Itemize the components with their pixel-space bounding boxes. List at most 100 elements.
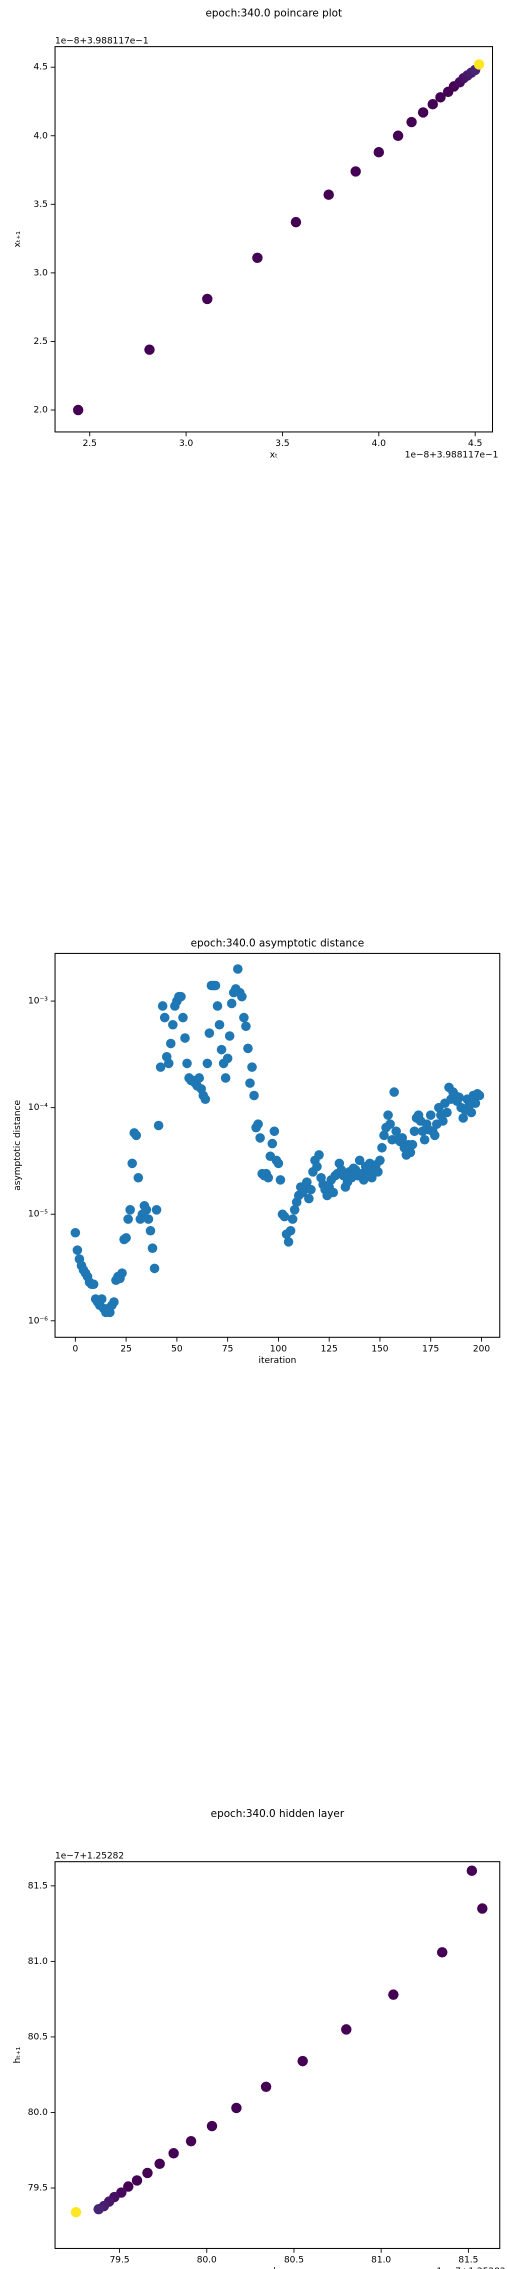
point — [269, 1126, 280, 1137]
x-tick-label: 50 — [171, 1344, 183, 1354]
point — [279, 1211, 290, 1222]
point — [245, 1078, 255, 1088]
point — [429, 1130, 440, 1141]
point — [237, 991, 247, 1002]
point — [289, 1205, 300, 1215]
point — [123, 2181, 134, 2192]
point — [379, 1130, 389, 1141]
point — [427, 99, 438, 110]
x-tick-label: 79.5 — [110, 2256, 130, 2266]
point — [70, 2206, 82, 2218]
point — [180, 1033, 190, 1043]
point — [260, 2081, 272, 2093]
chart-title: epoch:340.0 asymptotic distance — [191, 937, 365, 949]
y-tick-label: 10⁻³ — [28, 997, 48, 1007]
point — [249, 1090, 259, 1101]
plot-background — [55, 46, 493, 432]
point — [389, 1087, 399, 1097]
x-tick-label: 80.0 — [197, 2256, 217, 2266]
point — [151, 1205, 162, 1215]
point — [88, 1279, 99, 1290]
point — [354, 1155, 365, 1166]
point — [117, 1268, 127, 1278]
point — [153, 1120, 164, 1131]
point — [241, 1021, 251, 1032]
point — [154, 2158, 165, 2170]
x-tick-label: 175 — [422, 1344, 439, 1354]
x-tick-label: 200 — [473, 1344, 490, 1354]
point — [178, 1012, 188, 1023]
point — [425, 1110, 436, 1120]
point — [145, 1225, 156, 1236]
point — [109, 1297, 119, 1307]
point — [263, 1172, 274, 1183]
point — [72, 1245, 83, 1255]
point — [157, 1001, 168, 1011]
y-tick-label: 80.5 — [28, 2032, 48, 2042]
point — [168, 2148, 179, 2159]
y-tick-label: 3.5 — [34, 200, 48, 210]
point — [302, 1177, 312, 1187]
point — [233, 964, 243, 974]
point — [222, 1053, 233, 1064]
y-axis-label: xₜ₊₁ — [13, 231, 23, 248]
point — [474, 1090, 485, 1101]
x-axis-label: iteration — [258, 1356, 296, 1366]
y-offset-text: 1e−8+3.988117e−1 — [55, 36, 149, 46]
point — [144, 344, 155, 355]
point — [466, 1865, 478, 1876]
point — [243, 1043, 253, 1054]
point — [204, 1028, 215, 1038]
point — [202, 1058, 213, 1069]
point — [341, 2024, 352, 2035]
point — [168, 1019, 178, 1030]
y-axis-label: asymptotic distance — [13, 1100, 23, 1191]
y-tick-label: 10⁻⁶ — [28, 1316, 48, 1326]
point — [194, 1073, 205, 1083]
point — [220, 1073, 231, 1083]
axes-frame — [54, 46, 494, 433]
point — [287, 1214, 298, 1224]
y-tick-label: 81.5 — [28, 1881, 48, 1891]
point — [70, 1227, 81, 1238]
point — [96, 1294, 107, 1304]
point — [72, 404, 84, 416]
point — [239, 1012, 249, 1023]
point — [224, 1031, 235, 1041]
axes-frame — [54, 952, 501, 1338]
y-tick-label: 3.0 — [34, 268, 49, 278]
x-axis-label: xₜ — [270, 451, 278, 461]
point — [290, 216, 302, 228]
x-tick-label: 125 — [321, 1344, 338, 1354]
point — [314, 1150, 324, 1160]
point — [123, 1214, 133, 1224]
point — [275, 1175, 286, 1185]
point — [306, 1184, 316, 1195]
chart-title: epoch:340.0 hidden layer — [211, 1808, 345, 1820]
point — [125, 1205, 135, 1215]
point — [470, 1098, 481, 1109]
point — [392, 130, 404, 141]
y-offset-text: 1e−7+1.25282 — [55, 1851, 124, 1861]
x-tick-label: 4.0 — [372, 439, 387, 449]
x-tick-label: 150 — [371, 1344, 388, 1354]
point — [377, 1143, 387, 1153]
point — [438, 1116, 448, 1126]
x-axis-label: hₜ — [273, 2267, 282, 2269]
point — [323, 189, 334, 200]
point — [93, 2203, 104, 2215]
point — [214, 1019, 225, 1030]
point — [231, 2102, 242, 2114]
point — [206, 2120, 218, 2132]
point — [149, 1263, 160, 1274]
x-tick-label: 3.5 — [275, 439, 289, 449]
point — [253, 1119, 263, 1129]
point — [358, 1175, 369, 1185]
point — [267, 1138, 278, 1149]
point — [273, 1158, 284, 1169]
point — [133, 1172, 144, 1183]
point — [409, 1126, 420, 1137]
x-tick-label: 100 — [270, 1344, 287, 1354]
point — [442, 1107, 452, 1118]
y-tick-label: 10⁻⁴ — [28, 1103, 48, 1113]
